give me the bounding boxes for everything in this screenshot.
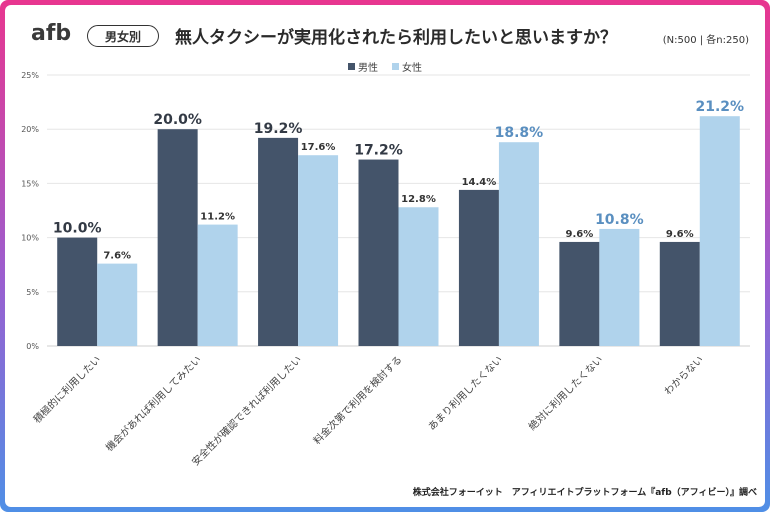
bar-female bbox=[498, 142, 539, 346]
y-tick-label: 20% bbox=[21, 125, 39, 134]
source-credit: 株式会社フォーイット アフィリエイトプラットフォーム『afb（アフィビー）』調べ bbox=[412, 488, 757, 498]
data-label: 21.2% bbox=[695, 99, 744, 115]
data-label: 12.8% bbox=[401, 194, 436, 205]
x-tick-label: 積極的に利用したい bbox=[31, 353, 104, 426]
data-label: 18.8% bbox=[495, 125, 544, 141]
bar-female bbox=[599, 228, 640, 346]
data-label: 10.8% bbox=[595, 212, 644, 228]
bar-male bbox=[659, 241, 700, 346]
x-tick-label: わからない bbox=[662, 354, 706, 398]
x-tick-label: あまり利用したくない bbox=[426, 354, 505, 433]
bar-female bbox=[699, 116, 740, 346]
bar-male bbox=[458, 189, 499, 346]
data-label: 9.6% bbox=[565, 229, 593, 240]
legend-swatch-male bbox=[348, 63, 355, 70]
x-tick-label: 料金次第で利用を検討する bbox=[311, 353, 405, 447]
y-tick-label: 25% bbox=[21, 71, 39, 80]
legend-item-female: 女性 bbox=[392, 59, 422, 74]
data-label: 17.6% bbox=[301, 142, 336, 153]
x-tick-label: 絶対に利用したくない bbox=[526, 353, 606, 433]
x-tick-label: 機会があれば利用してみたい bbox=[103, 353, 204, 454]
legend-swatch-female bbox=[392, 63, 399, 70]
legend-item-male: 男性 bbox=[348, 59, 378, 74]
bar-male bbox=[157, 129, 198, 346]
bar-male bbox=[57, 237, 98, 346]
legend-label-female: 女性 bbox=[402, 63, 422, 74]
legend: 男性 女性 bbox=[5, 59, 765, 74]
bar-chart: 0% 5% 10% 15% 20% 25% 10.0% 7.6% 積極的に利用したい 20.0% 1… bbox=[21, 71, 750, 468]
y-tick-label: 10% bbox=[21, 234, 39, 243]
x-tick-label: 安全性が確認できれば利用したい bbox=[189, 353, 304, 468]
segment-badge: 男女別 bbox=[87, 25, 159, 47]
bar-male bbox=[258, 137, 299, 346]
data-label: 10.0% bbox=[53, 221, 102, 237]
data-label: 19.2% bbox=[254, 121, 303, 137]
bar-female bbox=[298, 155, 339, 346]
data-label: 17.2% bbox=[354, 143, 403, 159]
data-label: 11.2% bbox=[200, 212, 235, 223]
logo-text: afb bbox=[31, 21, 72, 46]
y-tick-label: 5% bbox=[26, 288, 39, 297]
bar-male bbox=[559, 241, 600, 346]
chart-card: afb 男女別 無人タクシーが実用化されたら利用したいと思いますか？ (N:50… bbox=[5, 5, 765, 507]
bar-female bbox=[398, 207, 439, 346]
afb-logo: afb bbox=[31, 21, 71, 46]
bar-male bbox=[358, 159, 399, 346]
legend-label-male: 男性 bbox=[358, 63, 378, 74]
data-label: 20.0% bbox=[153, 112, 202, 128]
data-label: 7.6% bbox=[103, 251, 131, 262]
y-tick-label: 15% bbox=[21, 179, 39, 188]
bar-female bbox=[97, 263, 138, 346]
chart-title: 無人タクシーが実用化されたら利用したいと思いますか？ bbox=[175, 28, 617, 48]
data-label: 14.4% bbox=[462, 177, 497, 188]
bar-female bbox=[197, 224, 238, 346]
data-label: 9.6% bbox=[666, 229, 694, 240]
y-tick-label: 0% bbox=[26, 342, 39, 351]
sample-size-note: (N:500 | 各n:250) bbox=[662, 35, 749, 46]
